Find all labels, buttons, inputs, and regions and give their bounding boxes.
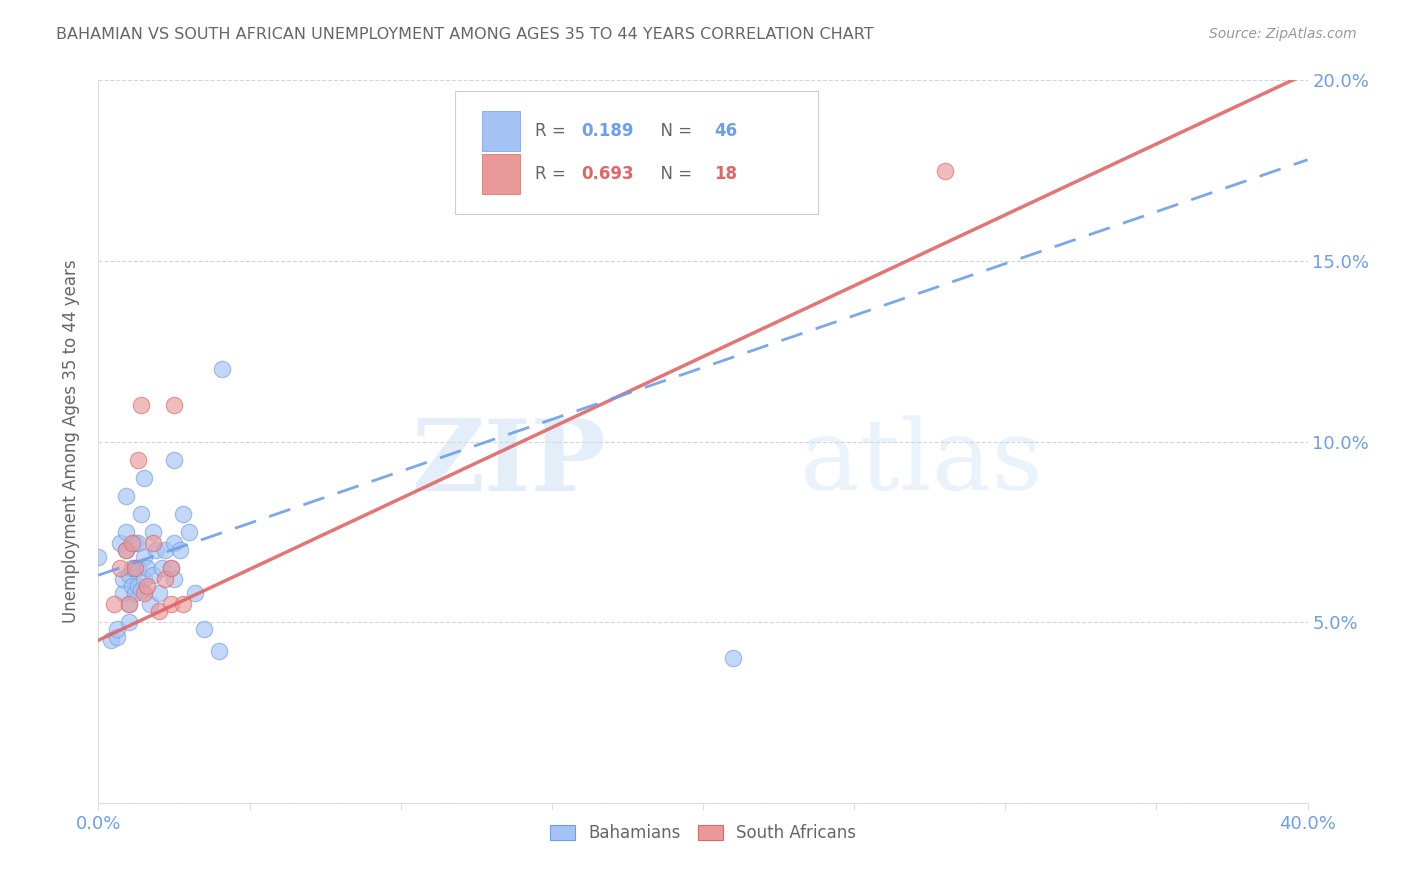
Text: R =: R = (534, 165, 571, 183)
Point (114, 524, 136, 539)
Point (163, 452, 186, 467)
Text: 46: 46 (714, 122, 737, 140)
Point (124, 561, 146, 575)
FancyBboxPatch shape (482, 111, 520, 151)
Point (153, 572, 176, 586)
Point (153, 542, 176, 557)
FancyBboxPatch shape (456, 91, 818, 214)
Point (172, 507, 194, 521)
Point (142, 524, 165, 539)
Point (160, 561, 183, 575)
Point (160, 561, 183, 575)
Point (139, 597, 162, 611)
Text: atlas: atlas (800, 416, 1042, 511)
Point (105, 630, 128, 644)
Text: N =: N = (650, 165, 697, 183)
Point (124, 561, 146, 575)
Point (723, 651, 745, 665)
Point (118, 615, 141, 630)
Point (127, 452, 149, 467)
Point (118, 597, 141, 611)
Point (121, 535, 143, 549)
Point (108, 535, 131, 549)
Text: 18: 18 (714, 165, 737, 183)
Point (142, 535, 165, 549)
Point (127, 561, 149, 575)
Point (108, 561, 131, 575)
Point (150, 561, 173, 575)
Point (208, 644, 231, 658)
Point (148, 604, 170, 618)
Point (135, 561, 157, 575)
Text: BAHAMIAN VS SOUTH AFRICAN UNEMPLOYMENT AMONG AGES 35 TO 44 YEARS CORRELATION CHA: BAHAMIAN VS SOUTH AFRICAN UNEMPLOYMENT A… (56, 27, 875, 42)
Point (105, 623, 128, 637)
Text: 0.189: 0.189 (581, 122, 633, 140)
Point (127, 535, 149, 549)
Point (211, 362, 233, 376)
Point (148, 586, 170, 600)
Point (114, 542, 136, 557)
Point (118, 597, 141, 611)
Point (132, 550, 155, 565)
Point (172, 597, 194, 611)
Point (118, 568, 141, 582)
Point (163, 398, 186, 412)
Y-axis label: Unemployment Among Ages 35 to 44 years: Unemployment Among Ages 35 to 44 years (62, 260, 80, 624)
Point (129, 582, 152, 597)
Point (129, 507, 152, 521)
Point (124, 586, 146, 600)
Point (114, 489, 136, 503)
Point (184, 586, 207, 600)
Point (193, 623, 215, 637)
Point (934, 163, 956, 178)
Point (87, 550, 110, 565)
Point (160, 597, 183, 611)
Point (127, 579, 149, 593)
Point (121, 561, 143, 575)
Text: ZIP: ZIP (412, 415, 606, 512)
Point (142, 568, 165, 582)
Point (111, 586, 134, 600)
Point (135, 579, 157, 593)
Text: 0.693: 0.693 (581, 165, 634, 183)
Point (163, 535, 186, 549)
Point (121, 579, 143, 593)
FancyBboxPatch shape (482, 154, 520, 194)
Legend: Bahamians, South Africans: Bahamians, South Africans (544, 817, 862, 848)
Point (103, 597, 125, 611)
Point (179, 524, 201, 539)
Point (145, 542, 167, 557)
Point (132, 471, 155, 485)
Text: N =: N = (650, 122, 697, 140)
Text: R =: R = (534, 122, 571, 140)
Point (124, 535, 146, 549)
Point (132, 572, 155, 586)
Point (129, 398, 152, 412)
Text: Source: ZipAtlas.com: Source: ZipAtlas.com (1209, 27, 1357, 41)
Point (163, 572, 186, 586)
Point (132, 586, 155, 600)
Point (114, 542, 136, 557)
Point (100, 633, 122, 648)
Point (111, 572, 134, 586)
Point (169, 542, 191, 557)
